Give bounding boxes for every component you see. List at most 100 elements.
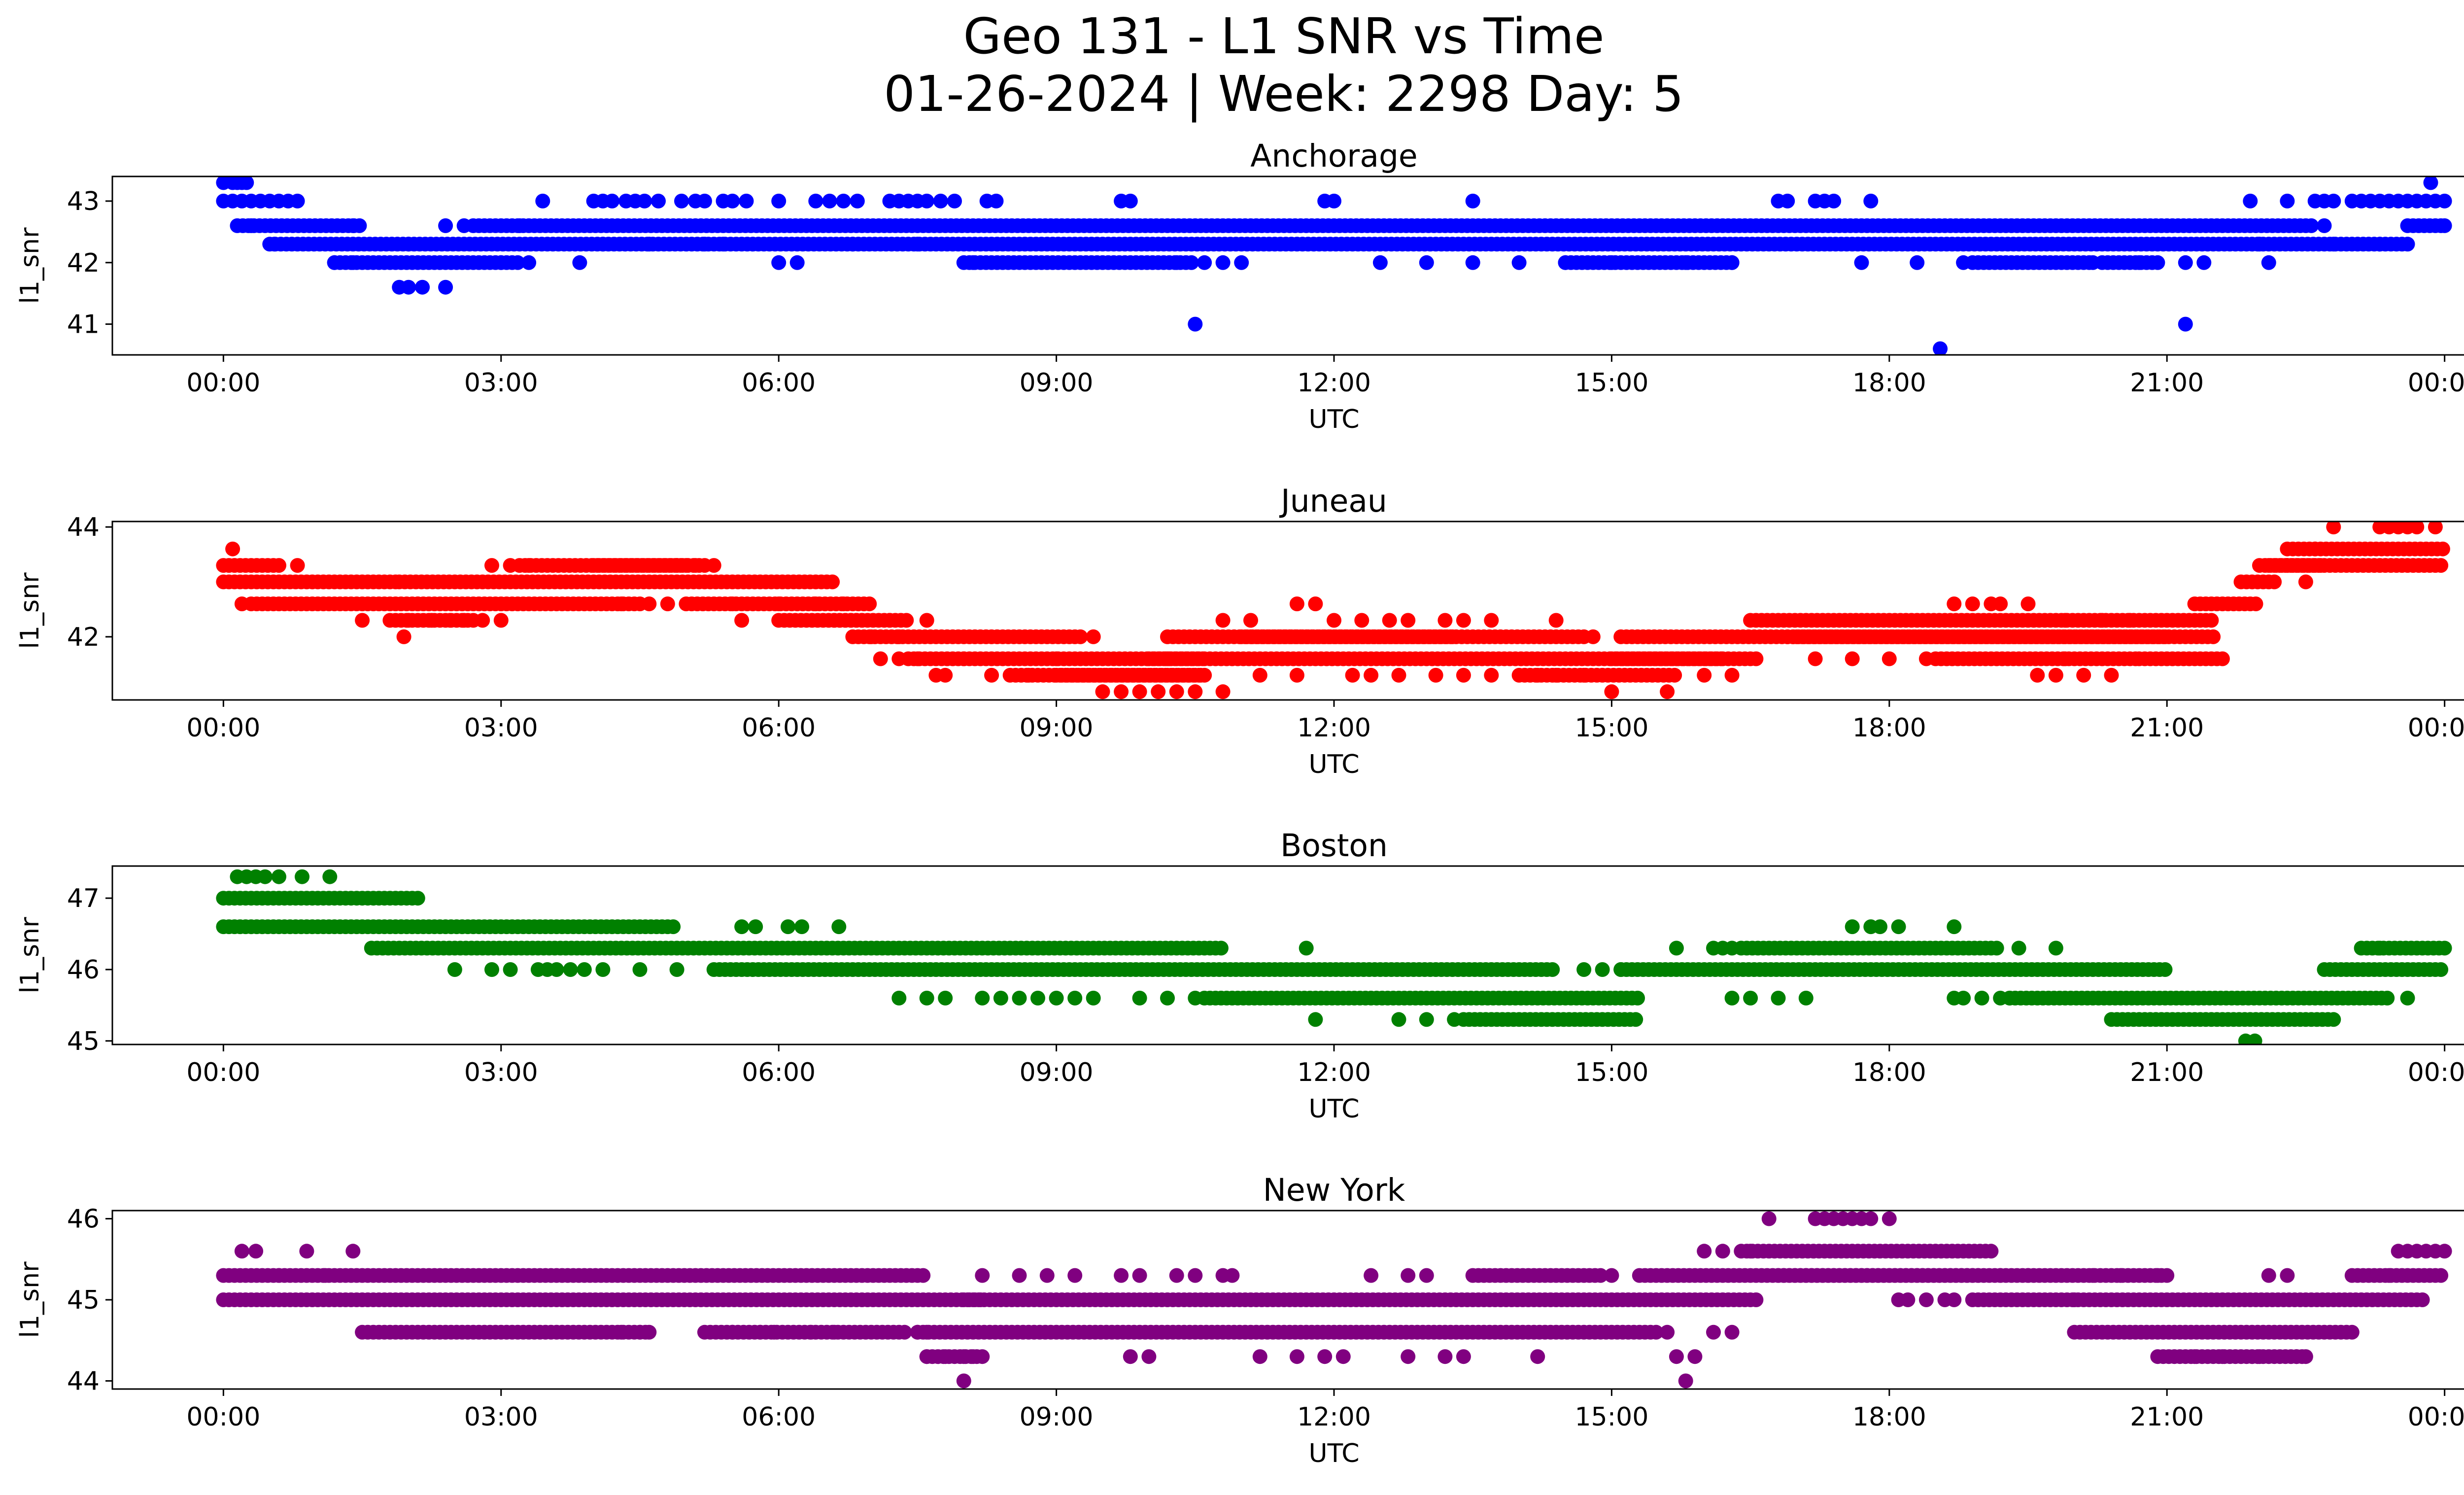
data-point — [1484, 667, 1499, 683]
data-point — [1511, 255, 1527, 270]
data-point — [1845, 651, 1860, 666]
x-tick-label: 15:00 — [1574, 713, 1648, 743]
y-tick-label: 46 — [67, 955, 100, 985]
x-tick-label: 12:00 — [1297, 368, 1371, 398]
data-point — [1327, 193, 1341, 209]
data-points — [216, 522, 2450, 699]
x-tick-label: 18:00 — [1852, 1058, 1926, 1087]
data-point — [1974, 990, 1989, 1006]
data-point — [2204, 613, 2219, 628]
data-point — [510, 255, 525, 270]
data-point — [910, 651, 925, 666]
x-tick-label: 15:00 — [1574, 1402, 1648, 1432]
data-point — [1447, 1012, 1462, 1027]
data-point — [272, 869, 286, 884]
data-point — [739, 193, 754, 209]
data-point — [2437, 218, 2452, 233]
data-point — [688, 558, 703, 573]
data-point — [1660, 1324, 1675, 1340]
data-point — [2307, 541, 2323, 556]
data-point — [1225, 1268, 1240, 1283]
data-point — [1401, 1349, 1416, 1364]
data-point — [1743, 1244, 1758, 1259]
data-point — [1724, 1324, 1740, 1340]
data-point — [2187, 1349, 2202, 1364]
data-point — [891, 990, 907, 1006]
data-point — [1419, 1012, 1434, 1027]
data-point — [2104, 667, 2119, 683]
data-point — [572, 255, 587, 270]
data-point — [577, 962, 592, 977]
data-point — [1748, 651, 1764, 666]
data-point — [2196, 255, 2212, 270]
data-point — [938, 990, 953, 1006]
data-point — [2261, 255, 2276, 270]
x-tick-label: 18:00 — [1852, 713, 1926, 743]
data-point — [345, 1244, 361, 1259]
data-point — [2215, 651, 2230, 666]
x-tick-label: 00:00 — [2408, 713, 2464, 743]
x-tick-label: 09:00 — [1020, 1058, 1094, 1087]
data-point — [456, 218, 472, 233]
data-point — [1947, 919, 1962, 935]
y-axis-label: l1_snr — [15, 227, 45, 304]
data-point — [1687, 1349, 1703, 1364]
data-point — [1854, 255, 1869, 270]
data-point — [401, 279, 416, 295]
data-point — [1724, 940, 1740, 956]
data-point — [1372, 255, 1388, 270]
data-point — [1188, 316, 1203, 332]
data-point — [1391, 667, 1406, 683]
data-point — [2435, 541, 2450, 556]
data-point — [443, 613, 458, 628]
data-point — [919, 193, 934, 209]
data-point — [1445, 629, 1460, 644]
data-point — [947, 193, 962, 209]
data-point — [2048, 940, 2063, 956]
data-point — [1215, 255, 1231, 270]
data-point — [225, 541, 240, 556]
data-point — [2344, 1324, 2360, 1340]
data-point — [1669, 1349, 1684, 1364]
data-point — [1780, 193, 1795, 209]
data-point — [651, 193, 666, 209]
data-point — [1697, 667, 1712, 683]
data-point — [1530, 667, 1545, 683]
data-point — [355, 613, 370, 628]
data-point — [850, 193, 865, 209]
x-tick-label: 03:00 — [464, 1058, 538, 1087]
x-tick-label: 09:00 — [1020, 368, 1094, 398]
data-point — [2247, 1033, 2262, 1044]
y-tick-label: 47 — [67, 884, 100, 913]
data-point — [2076, 667, 2091, 683]
data-point — [1169, 684, 1184, 699]
data-point — [916, 1268, 931, 1283]
data-point — [1918, 1292, 1934, 1307]
data-point — [1604, 1268, 1619, 1283]
data-point — [2298, 1349, 2313, 1364]
data-point — [1308, 1012, 1323, 1027]
x-tick-label: 00:00 — [2408, 1058, 2464, 1087]
data-point — [1545, 962, 1560, 977]
data-point — [1049, 651, 1064, 666]
data-point — [1724, 255, 1740, 270]
data-point — [789, 255, 805, 270]
data-point — [456, 613, 472, 628]
data-point — [1697, 1244, 1712, 1259]
data-point — [484, 558, 499, 573]
data-point — [493, 613, 509, 628]
data-point — [1989, 940, 2004, 956]
data-point — [1132, 1268, 1147, 1283]
data-point — [1215, 613, 1231, 628]
x-tick-label: 03:00 — [464, 713, 538, 743]
data-point — [1012, 1268, 1027, 1283]
data-point — [295, 869, 309, 884]
data-point — [674, 193, 689, 209]
data-point — [2280, 558, 2295, 573]
data-point — [614, 596, 629, 612]
y-axis-label: l1_snr — [15, 917, 45, 994]
data-point — [989, 193, 1004, 209]
data-point — [1123, 193, 1138, 209]
data-point — [2150, 255, 2165, 270]
